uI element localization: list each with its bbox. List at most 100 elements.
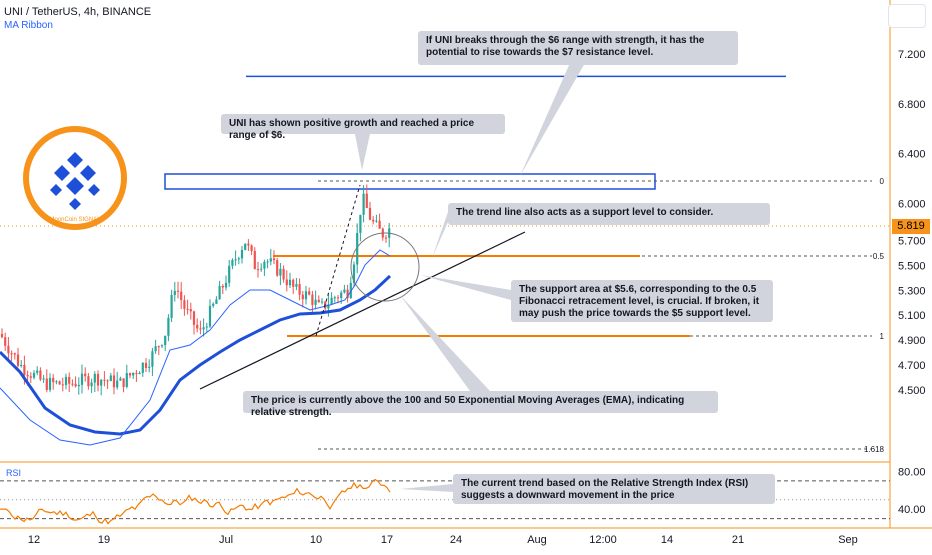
candle-body <box>279 268 282 276</box>
candle-body <box>103 379 106 381</box>
candle-body <box>333 297 336 299</box>
candle-body <box>250 245 253 252</box>
support-pointer <box>420 275 511 300</box>
candle-body <box>208 305 212 327</box>
candle-body <box>205 326 208 328</box>
annotation-growth: UNI has shown positive growth and reache… <box>221 114 505 141</box>
candle-body <box>231 259 234 266</box>
symbol-title[interactable]: UNI / TetherUS, 4h, BINANCE <box>4 6 152 18</box>
annotation-trendline: The trend line also acts as a support le… <box>448 203 770 225</box>
candle-body <box>36 370 39 373</box>
candle-body <box>180 291 183 301</box>
candle-body <box>55 381 58 383</box>
price-tick-label: 6.400 <box>898 149 926 161</box>
candle-body <box>311 294 314 305</box>
candle-body <box>272 258 276 261</box>
candle-body <box>308 291 311 295</box>
rsi-line <box>0 478 391 525</box>
candle-body <box>58 381 61 385</box>
candle-body <box>141 362 144 373</box>
candle-body <box>343 289 346 293</box>
candle-body <box>234 259 237 261</box>
logo-diamond <box>80 165 96 181</box>
candle-body <box>317 299 320 303</box>
candle-body <box>285 279 288 286</box>
candle-body <box>183 300 186 309</box>
time-tick-label: 12:00 <box>589 534 617 546</box>
candle-body <box>365 193 368 208</box>
time-tick-label: 10 <box>310 534 322 546</box>
price-tick-label: 5.100 <box>898 310 926 322</box>
current-price-tag: 5.819 <box>892 219 930 234</box>
candle-body <box>64 376 68 385</box>
price-tick-label: 7.200 <box>898 49 926 61</box>
price-tick-label: 5.700 <box>898 236 926 248</box>
candle-body <box>292 279 295 287</box>
candle-body <box>196 324 199 329</box>
candle-body <box>148 366 151 368</box>
candle-body <box>263 261 266 269</box>
time-tick-label: 14 <box>661 534 673 546</box>
candle-body <box>266 261 269 263</box>
candle-body <box>295 284 298 287</box>
candle-body <box>359 214 362 233</box>
candle-body <box>135 372 138 375</box>
candle-body <box>13 353 16 355</box>
candle-body <box>186 308 189 310</box>
rsi-label: RSI <box>6 468 21 478</box>
candle-body <box>96 373 100 386</box>
candle-body <box>340 292 343 298</box>
candle-body <box>68 376 71 384</box>
candle-body <box>298 284 301 295</box>
candle-body <box>170 294 173 318</box>
candle-body <box>10 353 13 355</box>
candle-body <box>256 269 260 271</box>
price-tick-label: 6.000 <box>898 198 926 210</box>
candle-body <box>106 380 109 382</box>
time-tick-label: Sep <box>838 534 858 546</box>
logo-diamond <box>67 152 83 168</box>
candle-body <box>260 268 263 270</box>
candle-body <box>61 384 64 386</box>
candle-body <box>157 346 160 348</box>
candle-body <box>77 384 80 387</box>
annotation-support: The support area at $5.6, corresponding … <box>511 280 773 322</box>
candle-body <box>346 289 349 299</box>
annotation-breakout: If UNI breaks through the $6 range with … <box>418 31 738 65</box>
candle-body <box>100 379 103 386</box>
rsi-pointer <box>400 484 453 492</box>
candle-body <box>112 375 116 388</box>
candle-body <box>176 290 180 292</box>
ema-50-line <box>0 249 391 446</box>
candle-body <box>93 373 96 383</box>
price-tick-label: 4.900 <box>898 335 926 347</box>
indicator-label[interactable]: MA Ribbon <box>4 20 53 31</box>
candle-body <box>128 373 132 376</box>
candle-body <box>282 268 285 280</box>
time-tick-label: 24 <box>450 534 462 546</box>
candle-body <box>240 249 244 259</box>
ema-pointer <box>400 295 490 391</box>
candle-body <box>352 264 356 283</box>
candle-body <box>320 301 324 303</box>
candle-body <box>304 291 308 300</box>
candle-body <box>336 297 340 299</box>
candle-body <box>116 380 119 388</box>
candle-body <box>154 346 157 352</box>
candle-body <box>192 311 196 325</box>
fib-level-label: 1.618 <box>864 445 885 454</box>
candle-body <box>215 299 218 304</box>
candle-body <box>132 372 135 376</box>
candle-body <box>218 285 221 300</box>
candle-body <box>119 378 122 381</box>
candle-body <box>372 219 375 222</box>
logo-diamond <box>50 184 62 196</box>
chart-menu-button[interactable] <box>888 4 926 28</box>
candle-body <box>26 375 29 377</box>
candle-body <box>202 327 205 330</box>
candle-body <box>4 337 7 346</box>
candle-body <box>0 333 4 338</box>
candle-body <box>45 378 48 390</box>
candle-body <box>151 351 154 367</box>
